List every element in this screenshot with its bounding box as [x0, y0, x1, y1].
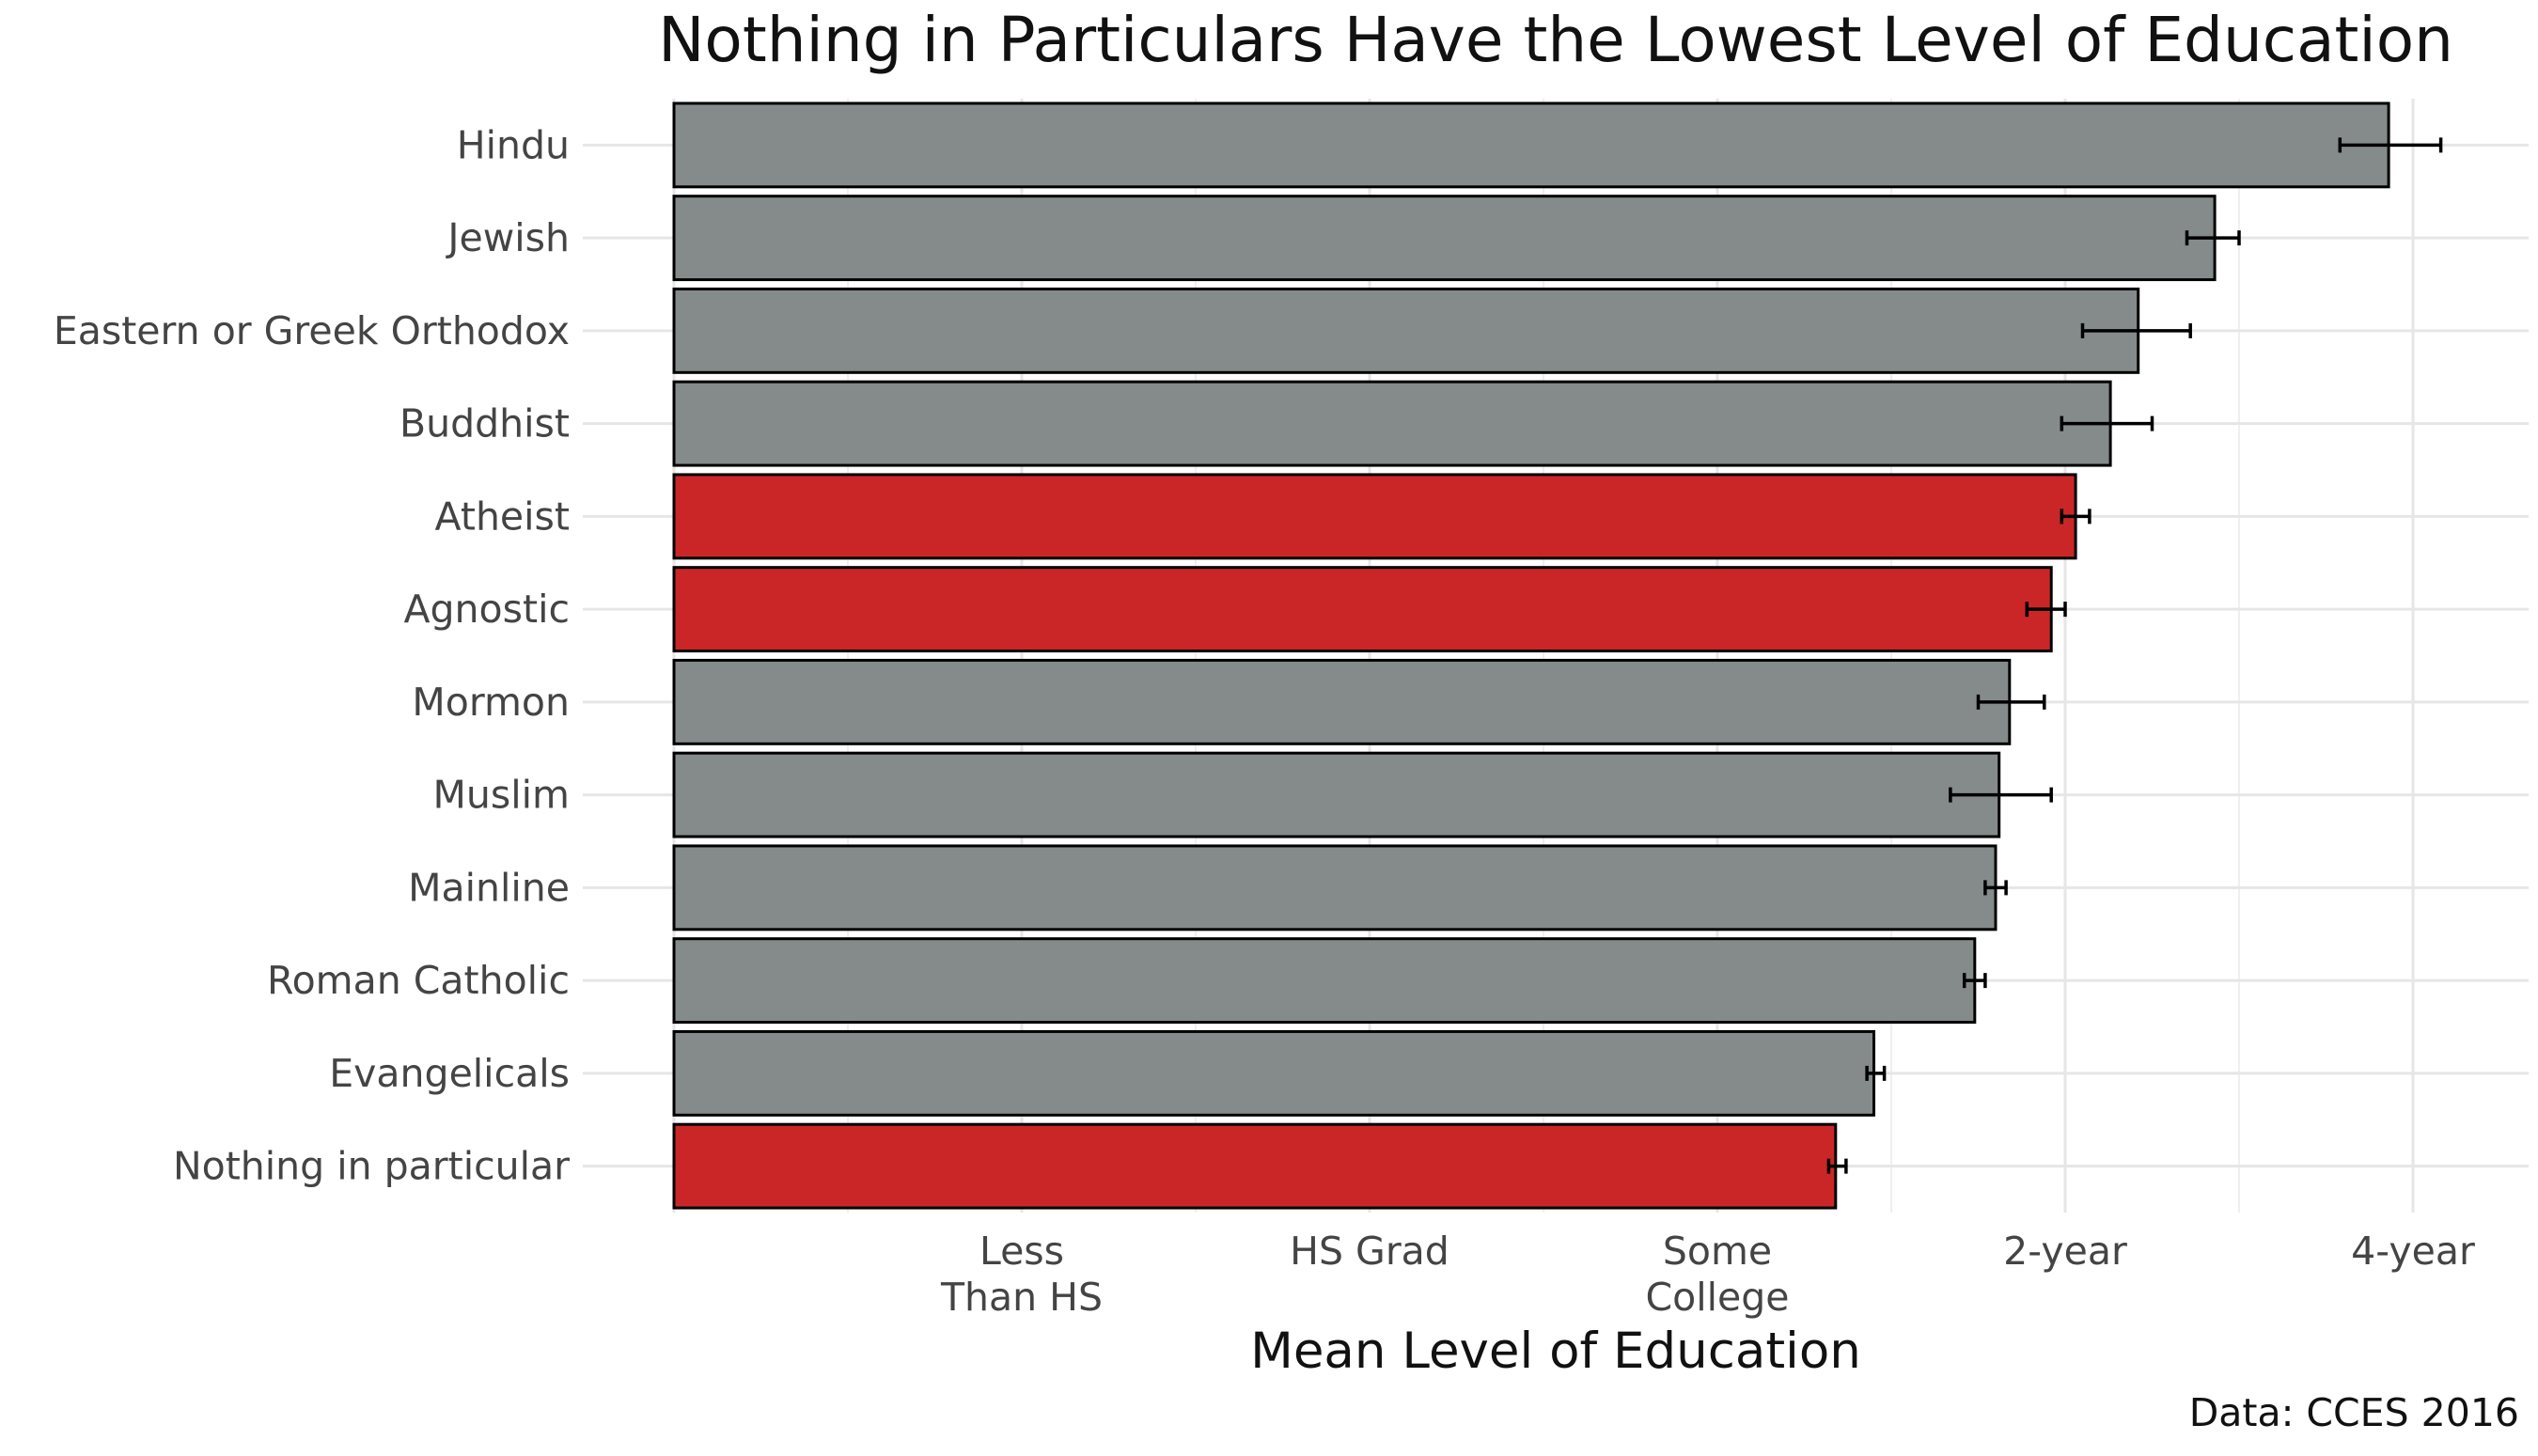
caption: Data: CCES 2016 [2189, 1390, 2519, 1435]
y-tick-label: Agnostic [403, 587, 570, 632]
x-tick-label: 4-year [2351, 1229, 2475, 1274]
bars [672, 102, 2390, 1210]
bar [672, 1122, 1838, 1210]
x-tick-label: Some College [1646, 1229, 1790, 1320]
bar [672, 287, 2140, 374]
y-tick-label: Roman Catholic [267, 958, 570, 1003]
y-tick-label: Eastern or Greek Orthodox [54, 308, 570, 353]
bar [672, 195, 2217, 282]
y-tick-label: Hindu [457, 122, 570, 167]
bar [672, 751, 2001, 838]
chart-title: Nothing in Particulars Have the Lowest L… [658, 4, 2453, 76]
x-axis-labels: Less Than HS HS Grad Some College 2-year 4-yea… [940, 1229, 2475, 1320]
bar [672, 844, 1998, 932]
bar [672, 1029, 1875, 1117]
bar [672, 102, 2390, 189]
y-tick-label: Muslim [433, 773, 570, 818]
bar [672, 658, 2012, 745]
x-tick-label: Less Than HS [940, 1229, 1103, 1320]
error-bars [1826, 137, 2443, 1174]
bar [672, 566, 2053, 653]
y-axis-labels: Hindu Jewish Eastern or Greek Orthodox Budd… [54, 122, 570, 1188]
y-tick-label: Mainline [408, 865, 570, 910]
y-tick-label: Buddhist [400, 401, 570, 446]
y-tick-label: Mormon [412, 680, 570, 725]
y-tick-label: Nothing in particular [173, 1144, 570, 1189]
bar [672, 380, 2112, 467]
x-tick-label: HS Grad [1290, 1229, 1449, 1274]
y-tick-label: Jewish [445, 215, 570, 260]
x-axis-title: Mean Level of Education [1250, 1323, 1861, 1380]
y-tick-label: Evangelicals [329, 1051, 570, 1096]
bar [672, 937, 1977, 1025]
x-tick-label: 2-year [2003, 1229, 2127, 1274]
bar [672, 473, 2077, 560]
y-tick-label: Atheist [435, 493, 570, 539]
